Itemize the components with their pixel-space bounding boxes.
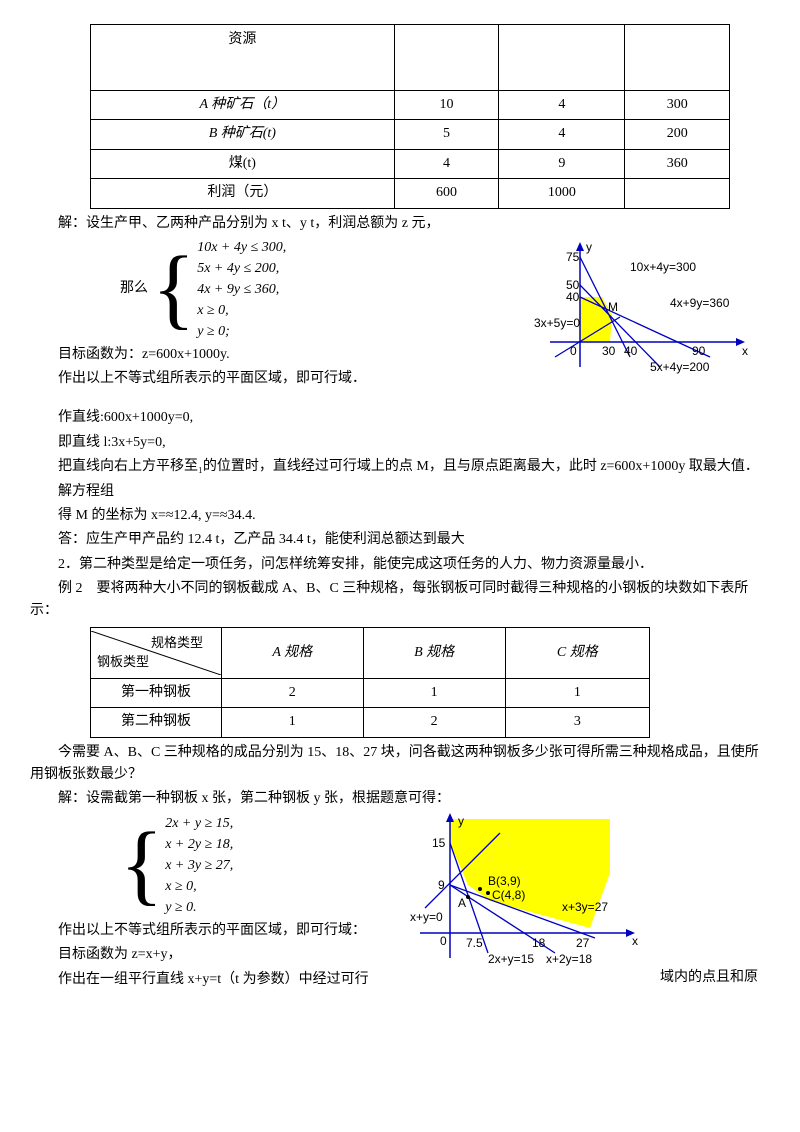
- svg-text:y: y: [458, 814, 464, 828]
- svg-text:C(4,8): C(4,8): [492, 888, 525, 902]
- svg-text:15: 15: [432, 836, 446, 850]
- svg-text:0: 0: [440, 934, 447, 948]
- svg-text:75: 75: [566, 250, 580, 264]
- svg-text:27: 27: [576, 936, 590, 950]
- svg-text:3x+5y=0: 3x+5y=0: [534, 316, 580, 330]
- svg-text:x+2y=18: x+2y=18: [546, 952, 592, 966]
- example-intro: 例 2 要将两种大小不同的钢板截成 A、B、C 三种规格，每张钢板可同时截得三种…: [30, 578, 770, 623]
- svg-text:18: 18: [532, 936, 546, 950]
- feasible-region-chart-2: 15 9 7.5 18 27 0 y x A B(3,9) C(4,8) 2x+…: [410, 813, 660, 991]
- table-row: A 种矿石（t）104300: [91, 91, 730, 120]
- svg-text:A: A: [458, 896, 466, 910]
- svg-text:30: 30: [602, 344, 616, 358]
- svg-text:2x+y=15: 2x+y=15: [488, 952, 534, 966]
- table-row: 第一种钢板211: [91, 678, 650, 707]
- feasible-region-chart-1: 75 50 40 30 40 90 0 y x 10x+4y=300 4x+9y…: [530, 237, 770, 405]
- resource-table: 资源 A 种矿石（t）104300 B 种矿石(t)54200 煤(t)4936…: [90, 24, 730, 209]
- question: 今需要 A、B、C 三种规格的成品分别为 15、18、27 块，问各截这两种钢板…: [30, 742, 770, 787]
- table-row: 利润（元）6001000: [91, 179, 730, 208]
- spec-table: 规格类型 钢板类型 A 规格 B 规格 C 规格 第一种钢板211 第二种钢板1…: [90, 627, 650, 738]
- svg-text:9: 9: [438, 878, 445, 892]
- svg-text:B(3,9): B(3,9): [488, 874, 521, 888]
- table-header: 资源: [91, 25, 395, 91]
- table-row: 煤(t)49360: [91, 149, 730, 178]
- svg-text:y: y: [586, 240, 592, 254]
- svg-text:10x+4y=300: 10x+4y=300: [630, 260, 696, 274]
- paragraph: 2．第二种类型是给定一项任务，问怎样统筹安排，能使完成这项任务的人力、物力资源量…: [30, 554, 770, 576]
- svg-text:x: x: [632, 934, 638, 948]
- svg-text:40: 40: [624, 344, 638, 358]
- svg-text:4x+9y=360: 4x+9y=360: [670, 296, 730, 310]
- constraint-system-2: { 2x + y ≥ 15, x + 2y ≥ 18, x + 3y ≥ 27,…: [120, 813, 400, 918]
- svg-text:x: x: [742, 344, 748, 358]
- svg-text:40: 40: [566, 290, 580, 304]
- svg-text:90: 90: [692, 344, 706, 358]
- objective: 目标函数为：z=600x+1000y.: [30, 344, 520, 366]
- solution-intro: 解：设生产甲、乙两种产品分别为 x t、y t，利润总额为 z 元，: [30, 213, 770, 235]
- constraint-system-1: 那么 { 10x + 4y ≤ 300, 5x + 4y ≤ 200, 4x +…: [120, 237, 520, 342]
- solution-intro-2: 解：设需截第一种钢板 x 张，第二种钢板 y 张，根据题意可得：: [30, 788, 770, 810]
- table-row: 第二种钢板123: [91, 708, 650, 737]
- svg-text:x+y=0: x+y=0: [410, 910, 443, 924]
- svg-text:0: 0: [570, 344, 577, 358]
- svg-text:5x+4y=200: 5x+4y=200: [650, 360, 710, 374]
- svg-text:M: M: [608, 300, 618, 314]
- table-row: B 种矿石(t)54200: [91, 120, 730, 149]
- svg-text:x+3y=27: x+3y=27: [562, 900, 608, 914]
- svg-text:7.5: 7.5: [466, 936, 483, 950]
